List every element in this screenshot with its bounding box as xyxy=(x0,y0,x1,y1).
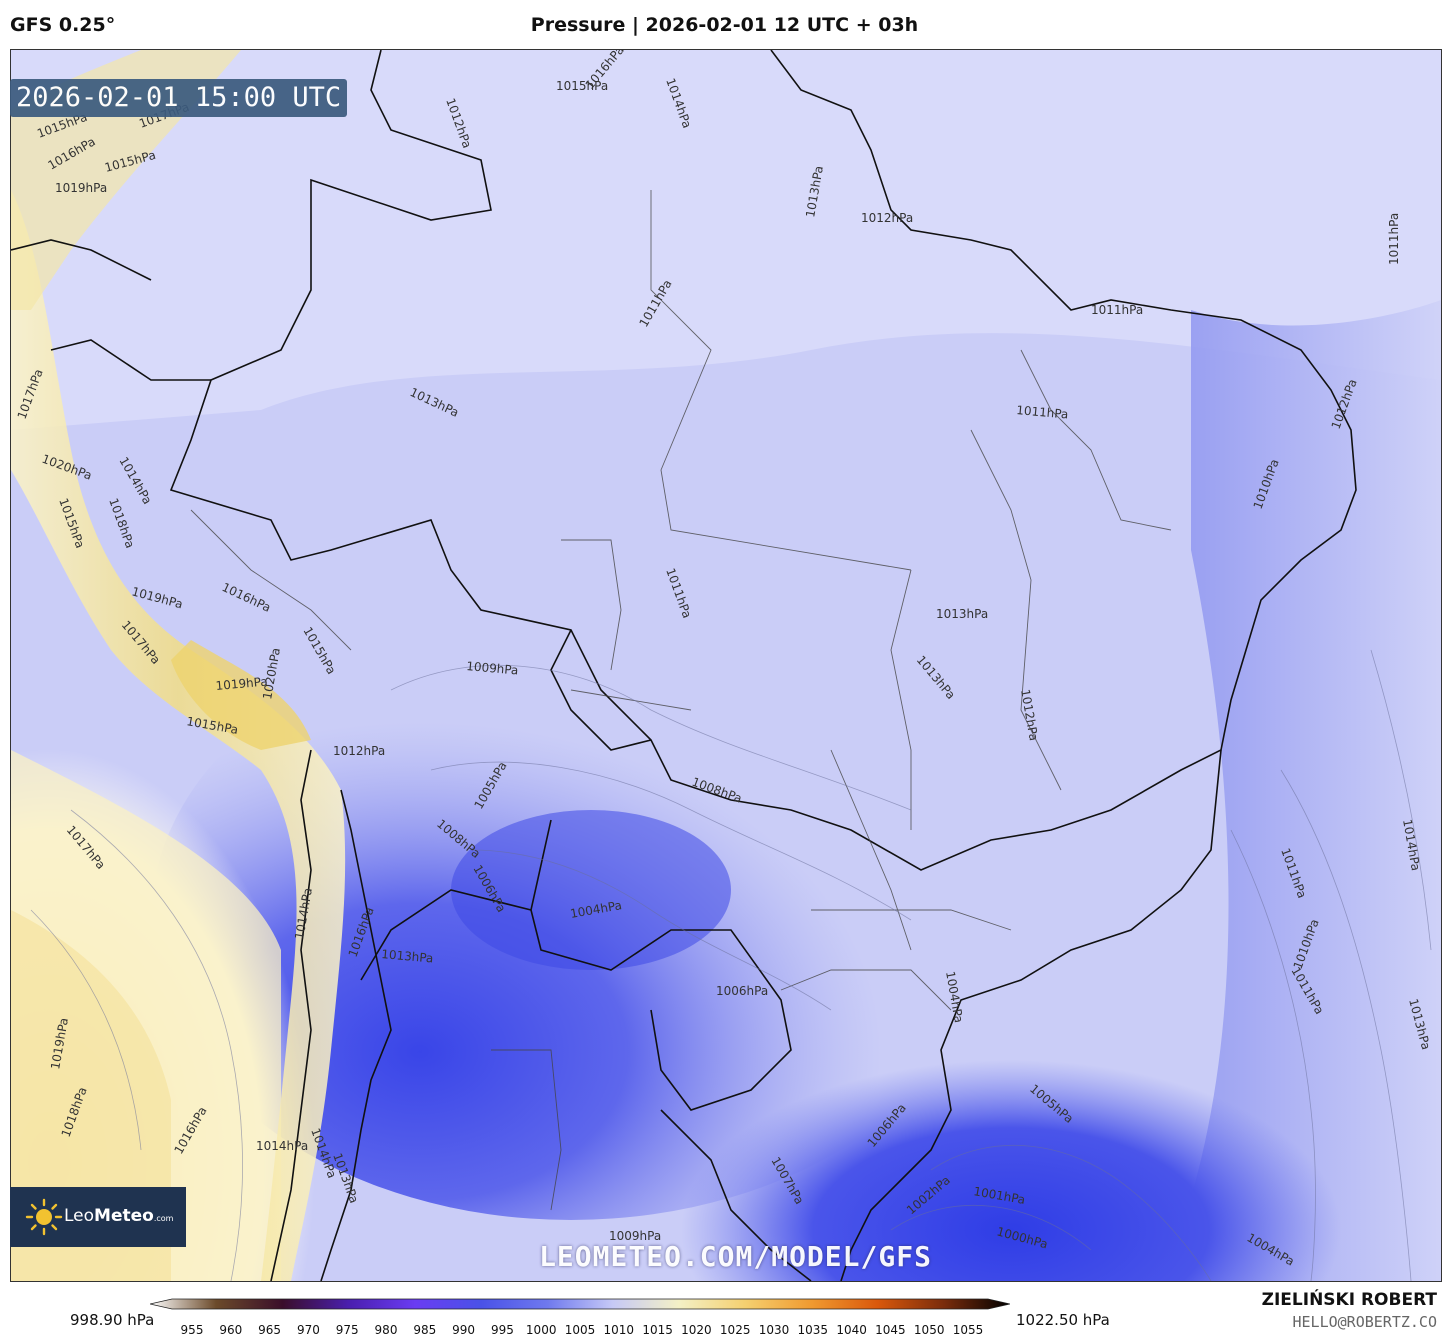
isobar-lines xyxy=(30,649,1432,1281)
colorbar-tick-label: 995 xyxy=(491,1323,514,1337)
colorbar-tick-label: 965 xyxy=(258,1323,281,1337)
map-canvas: 1015hPa 1016hPa 1012hPa 1014hPa 1015hPa … xyxy=(11,50,1441,1281)
chart-title: Pressure | 2026-02-01 12 UTC + 03h xyxy=(530,14,919,36)
colorbar-tick-label: 960 xyxy=(219,1323,242,1337)
watermark: LEOMETEO.COM/MODEL/GFS xyxy=(539,1240,932,1273)
author-email[interactable]: HELLO@ROBERTZ.CO xyxy=(1292,1313,1438,1331)
country-borders xyxy=(11,50,1357,1281)
altiplano xyxy=(171,640,311,750)
colorbar-tick-label: 1045 xyxy=(875,1323,906,1337)
colorbar-tick-label: 955 xyxy=(181,1323,204,1337)
colorbar-tick-label: 1005 xyxy=(565,1323,596,1337)
colorbar-tick-label: 1000 xyxy=(526,1323,557,1337)
colorbar-tick-label: 1050 xyxy=(914,1323,945,1337)
isobar-label: 1014hPa xyxy=(256,1139,308,1153)
isobar-label: 1019hPa xyxy=(215,674,268,692)
isobar-label: 1006hPa xyxy=(716,984,768,998)
colorbar-min-label: 998.90 hPa xyxy=(70,1311,155,1329)
colorbar-max-label: 1022.50 hPa xyxy=(1016,1311,1110,1329)
chaco-low-core xyxy=(451,810,731,970)
pressure-map: 1015hPa 1016hPa 1012hPa 1014hPa 1015hPa … xyxy=(10,49,1442,1282)
author-name: ZIELIŃSKI ROBERT xyxy=(1261,1290,1437,1310)
leometeo-logo[interactable]: LeoMeteo.com xyxy=(10,1187,186,1247)
valid-time-badge: 2026-02-01 15:00 UTC xyxy=(10,79,348,117)
colorbar-tick-label: 1055 xyxy=(953,1323,984,1337)
isobar-label: 1009hPa xyxy=(466,659,519,677)
isobar-label: 1012hPa xyxy=(861,211,913,225)
colorbar-tick-label: 1025 xyxy=(720,1323,751,1337)
colorbar: 955 960 965 970 975 980 985 990 995 1000 1005 1010 1… xyxy=(150,1298,1010,1337)
colorbar-tick-label: 1020 xyxy=(681,1323,712,1337)
colorbar-ticks: 955 960 965 970 975 980 985 990 995 1000 1005 1010 1… xyxy=(181,1323,984,1337)
isobar-label: 1011hPa xyxy=(1016,403,1069,421)
colorbar-tick-label: 975 xyxy=(336,1323,359,1337)
state-borders xyxy=(190,190,1172,1211)
model-name: GFS 0.25° xyxy=(10,14,116,36)
colorbar-tick-label: 1010 xyxy=(604,1323,635,1337)
isobar-label: 1012hPa xyxy=(333,744,385,758)
colorbar-strip xyxy=(150,1298,1010,1310)
isobar-label: 1019hPa xyxy=(55,181,107,195)
colorbar-tick-label: 1040 xyxy=(836,1323,867,1337)
isobar-label: 1009hPa xyxy=(609,1229,661,1243)
colorbar-tick-label: 970 xyxy=(297,1323,320,1337)
north-high-region xyxy=(11,50,1441,430)
south-atlantic-low xyxy=(681,1060,1341,1281)
colorbar-tick-label: 980 xyxy=(375,1323,398,1337)
sun-icon xyxy=(25,1198,63,1236)
colorbar-tick-label: 990 xyxy=(452,1323,475,1337)
isobar-label: 1011hPa xyxy=(1387,213,1401,265)
atlantic-east-region xyxy=(1161,300,1441,1281)
isobar-label: 1013hPa xyxy=(381,947,434,965)
logo-wordmark: LeoMeteo.com xyxy=(64,1206,174,1226)
colorbar-tick-label: 1015 xyxy=(642,1323,673,1337)
isobar-label: 1011hPa xyxy=(1091,303,1143,317)
colorbar-tick-label: 1030 xyxy=(759,1323,790,1337)
colorbar-tick-label: 1035 xyxy=(798,1323,829,1337)
colorbar-tick-label: 985 xyxy=(413,1323,436,1337)
isobar-label: 1015hPa xyxy=(556,79,608,93)
isobar-label: 1013hPa xyxy=(936,607,988,621)
